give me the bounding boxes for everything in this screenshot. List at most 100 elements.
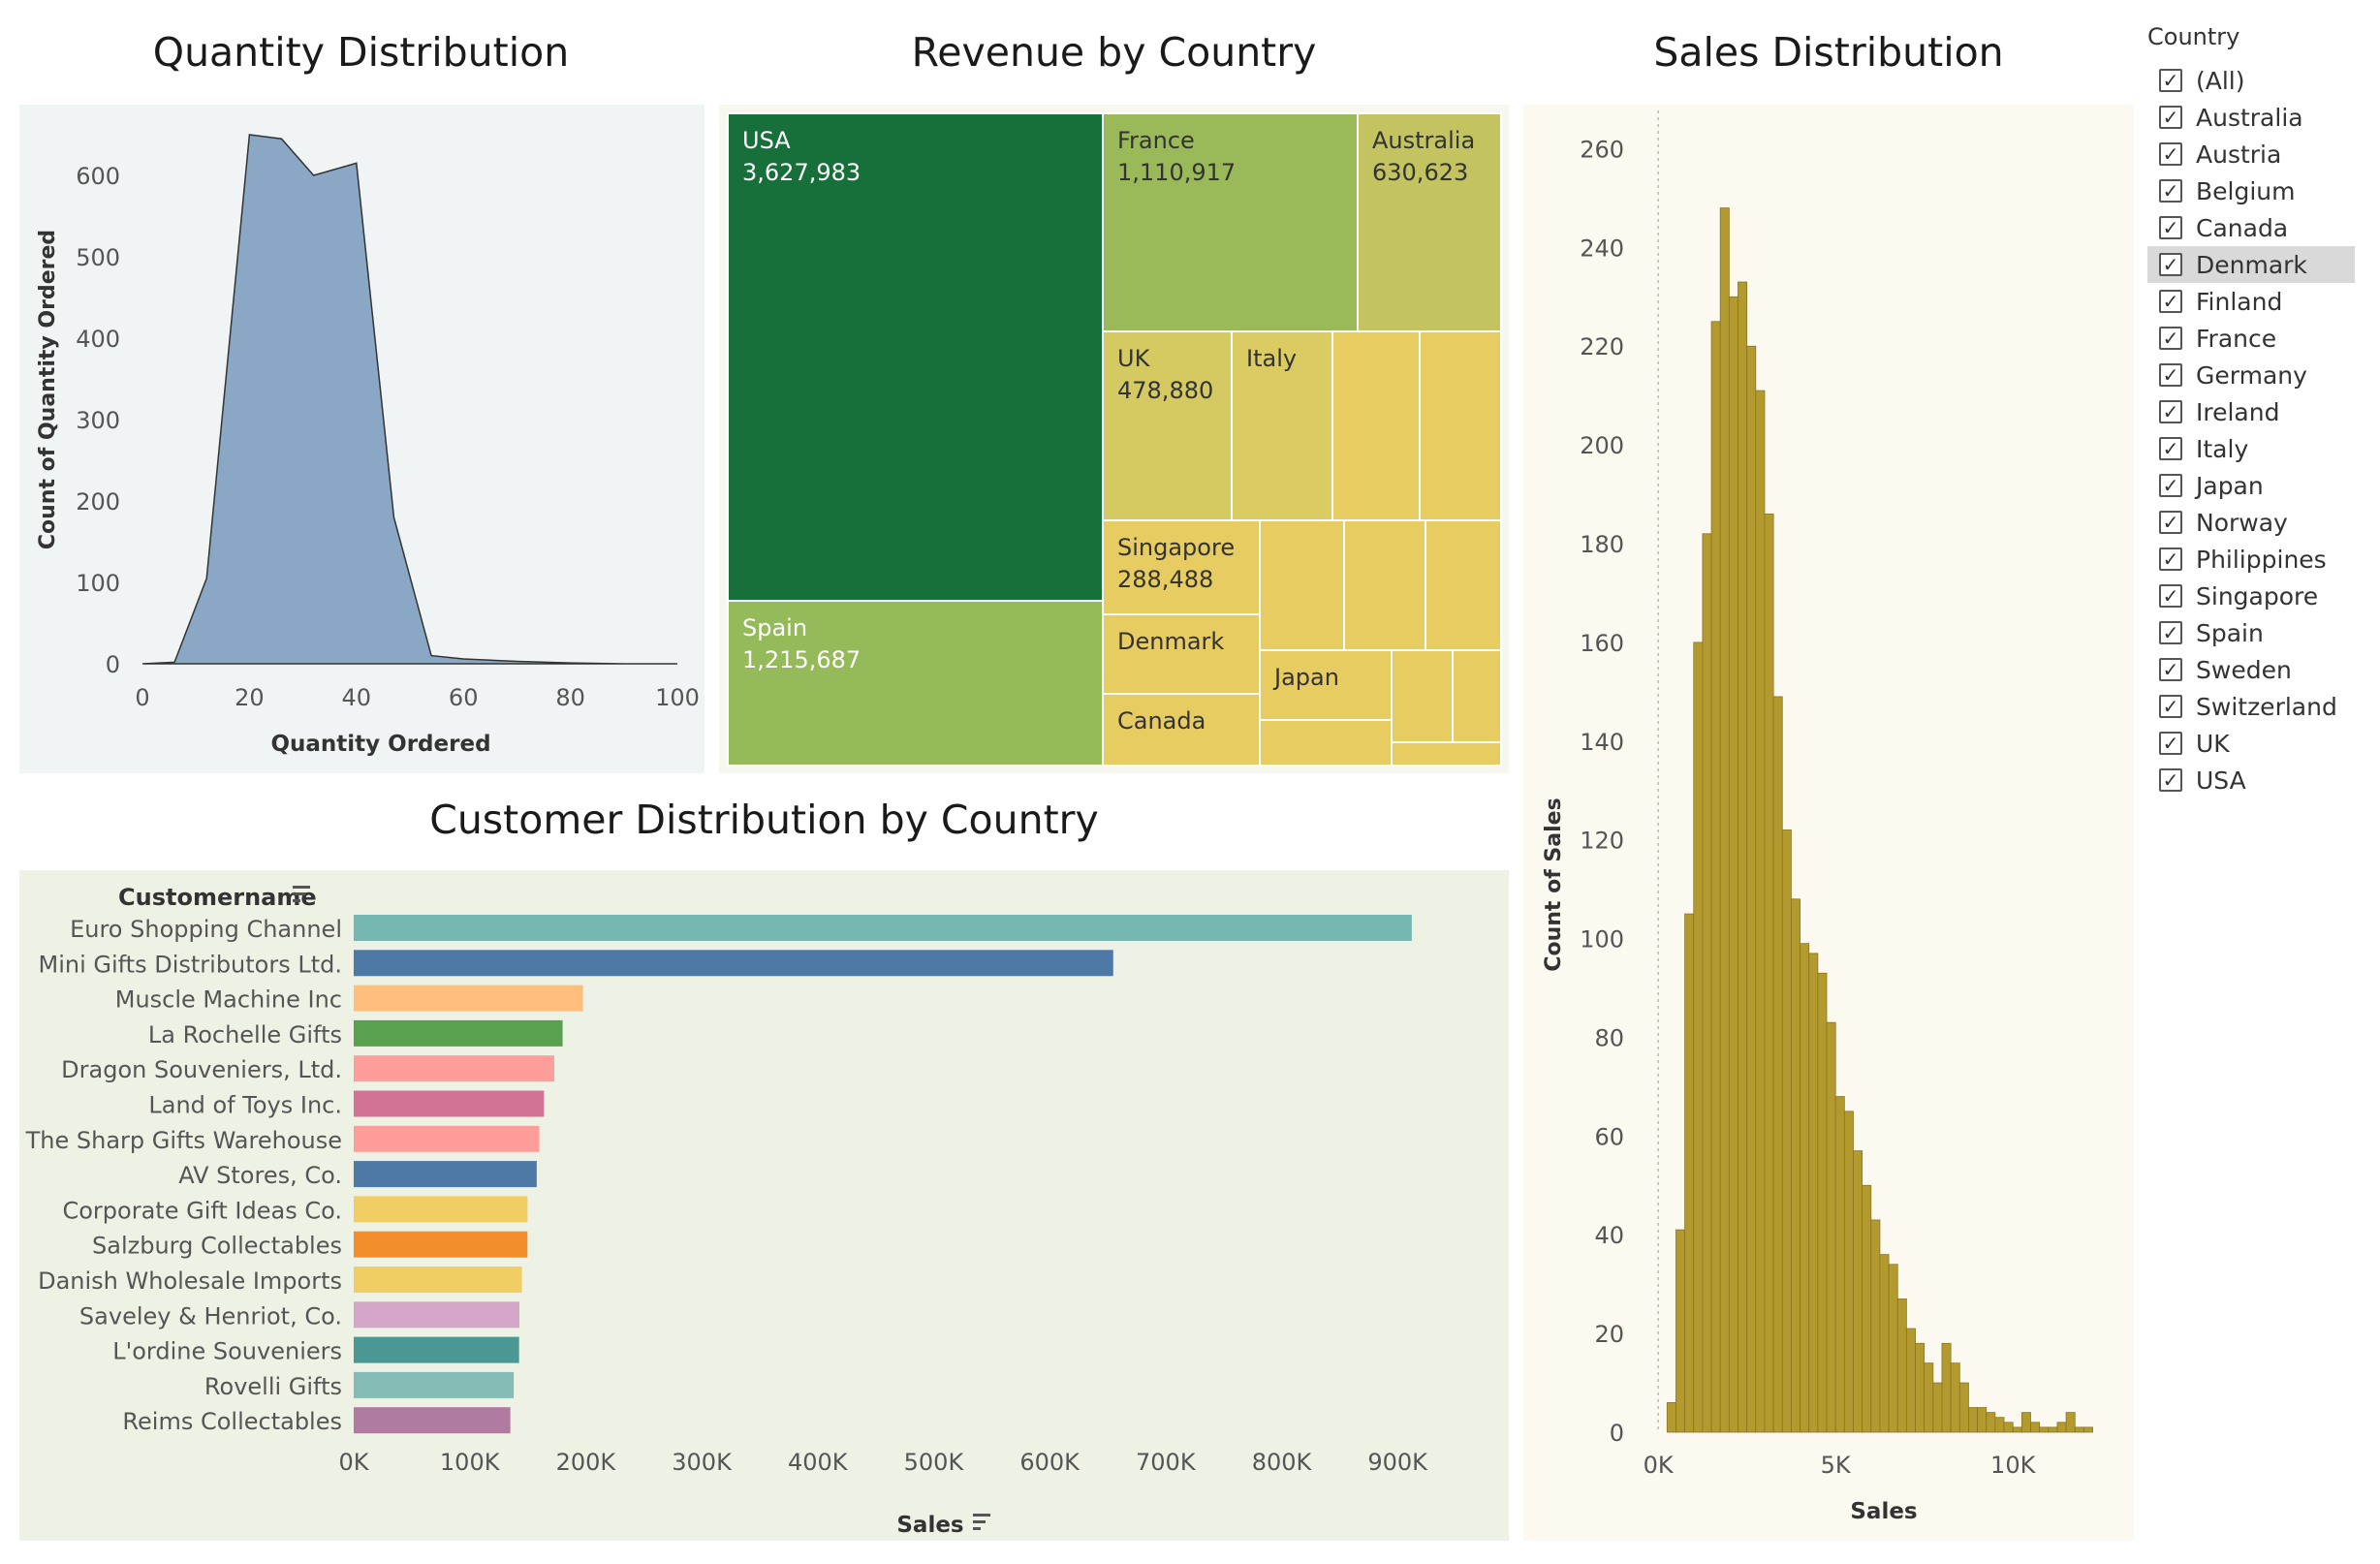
- checkbox-checked-icon[interactable]: ✓: [2159, 547, 2182, 571]
- country-filter-label: Italy: [2196, 434, 2249, 463]
- country-filter-item[interactable]: ✓ Norway: [2147, 504, 2355, 541]
- country-filter-item[interactable]: ✓ UK: [2147, 725, 2355, 762]
- treemap-value-uk: 478,880: [1117, 377, 1213, 404]
- histogram-bar: [2056, 1422, 2067, 1433]
- checkbox-checked-icon[interactable]: ✓: [2159, 732, 2182, 755]
- y-tick-label: 80: [1594, 1024, 1624, 1051]
- y-tick-label: 200: [1580, 432, 1624, 459]
- country-filter-label: Denmark: [2196, 250, 2307, 279]
- y-tick-label: 40: [1594, 1222, 1624, 1249]
- y-tick-label: 500: [76, 244, 120, 271]
- customer-label: Reims Collectables: [122, 1408, 342, 1435]
- country-filter-item[interactable]: ✓ Spain: [2147, 614, 2355, 651]
- histogram-bar: [1843, 1110, 1854, 1433]
- checkbox-checked-icon[interactable]: ✓: [2159, 142, 2182, 166]
- treemap-cell-canada: [1102, 693, 1261, 766]
- histogram-bar: [1772, 696, 1783, 1433]
- country-filter-item[interactable]: ✓ Ireland: [2147, 393, 2355, 430]
- treemap-value-australia: 630,623: [1372, 159, 1468, 186]
- sales-chart-title: Sales Distribution: [1653, 29, 2004, 76]
- treemap-label-uk: UK: [1117, 345, 1151, 372]
- x-tick-label: 200K: [556, 1449, 617, 1476]
- checkbox-checked-icon[interactable]: ✓: [2159, 768, 2182, 792]
- checkbox-checked-icon[interactable]: ✓: [2159, 695, 2182, 718]
- histogram-bar: [2082, 1426, 2093, 1433]
- country-filter-item[interactable]: ✓ (All): [2147, 62, 2355, 99]
- customer-bar: [354, 1161, 537, 1188]
- customer-chart-title: Customer Distribution by Country: [429, 797, 1099, 843]
- country-filter-item[interactable]: ✓ Switzerland: [2147, 688, 2355, 725]
- histogram-bar: [1879, 1254, 1890, 1433]
- country-filter-item[interactable]: ✓ Canada: [2147, 209, 2355, 246]
- country-filter-label: Norway: [2196, 508, 2288, 537]
- checkbox-checked-icon[interactable]: ✓: [2159, 437, 2182, 460]
- customer-bar: [354, 1267, 522, 1293]
- y-tick-label: 400: [76, 326, 120, 353]
- checkbox-checked-icon[interactable]: ✓: [2159, 584, 2182, 608]
- country-filter-item[interactable]: ✓ USA: [2147, 762, 2355, 798]
- country-filter-item[interactable]: ✓ Philippines: [2147, 541, 2355, 578]
- x-tick-label: 100K: [440, 1449, 501, 1476]
- y-tick-label: 100: [76, 570, 120, 597]
- country-filter-item[interactable]: ✓ Belgium: [2147, 172, 2355, 209]
- treemap-label-canada: Canada: [1117, 707, 1206, 735]
- treemap-value-singapore: 288,488: [1117, 566, 1213, 593]
- customer-bar: [354, 1090, 545, 1117]
- checkbox-checked-icon[interactable]: ✓: [2159, 69, 2182, 92]
- checkbox-checked-icon[interactable]: ✓: [2159, 400, 2182, 423]
- y-tick-label: 100: [1580, 926, 1624, 954]
- histogram-bar: [1710, 321, 1721, 1433]
- histogram-bar: [1719, 207, 1730, 1433]
- country-filter-label: Austria: [2196, 140, 2282, 169]
- quantity-chart-title: Quantity Distribution: [152, 29, 570, 76]
- country-filter-item[interactable]: ✓ Denmark: [2147, 246, 2355, 283]
- checkbox-checked-icon[interactable]: ✓: [2159, 511, 2182, 534]
- country-filter-label: Germany: [2196, 360, 2307, 390]
- checkbox-checked-icon[interactable]: ✓: [2159, 327, 2182, 350]
- checkbox-checked-icon[interactable]: ✓: [2159, 106, 2182, 129]
- x-tick-label: 300K: [672, 1449, 733, 1476]
- country-filter-item[interactable]: ✓ Italy: [2147, 430, 2355, 467]
- y-tick-label: 200: [76, 488, 120, 516]
- checkbox-checked-icon[interactable]: ✓: [2159, 290, 2182, 313]
- checkbox-checked-icon[interactable]: ✓: [2159, 658, 2182, 681]
- checkbox-checked-icon[interactable]: ✓: [2159, 363, 2182, 387]
- y-tick-label: 20: [1594, 1321, 1624, 1348]
- sort-icon: [973, 1527, 981, 1530]
- x-tick-label: 5K: [1821, 1452, 1852, 1479]
- histogram-bar: [2003, 1422, 2014, 1433]
- histogram-bar: [1684, 913, 1695, 1433]
- x-axis-label: Sales: [896, 1513, 963, 1538]
- country-filter-item[interactable]: ✓ Singapore: [2147, 578, 2355, 614]
- country-filter-item[interactable]: ✓ Finland: [2147, 283, 2355, 320]
- country-filter-item[interactable]: ✓ Austria: [2147, 136, 2355, 172]
- checkbox-checked-icon[interactable]: ✓: [2159, 179, 2182, 203]
- country-filter-label: USA: [2196, 766, 2246, 795]
- checkbox-checked-icon[interactable]: ✓: [2159, 474, 2182, 497]
- country-filter-item[interactable]: ✓ Australia: [2147, 99, 2355, 136]
- country-filter-item[interactable]: ✓ France: [2147, 320, 2355, 357]
- checkbox-checked-icon[interactable]: ✓: [2159, 253, 2182, 276]
- country-filter-item[interactable]: ✓ Sweden: [2147, 651, 2355, 688]
- y-tick-label: 0: [106, 651, 120, 678]
- x-tick-label: 0K: [338, 1449, 369, 1476]
- y-tick-label: 0: [1610, 1420, 1624, 1447]
- checkbox-checked-icon[interactable]: ✓: [2159, 621, 2182, 644]
- sort-icon: [973, 1520, 986, 1523]
- x-tick-label: 500K: [904, 1449, 965, 1476]
- checkbox-checked-icon[interactable]: ✓: [2159, 216, 2182, 239]
- sales-histogram: 0 20 40 60 80 100 120 140 160 180 200 220 240 260 0K 5K…: [1523, 105, 2134, 1541]
- histogram-bar: [2048, 1426, 2058, 1433]
- x-tick-label: 0: [135, 684, 149, 711]
- x-tick-label: 80: [555, 684, 585, 711]
- country-filter-label: Canada: [2196, 213, 2289, 242]
- histogram-bar: [1693, 641, 1704, 1433]
- histogram-bar: [2065, 1412, 2076, 1433]
- country-filter-item[interactable]: ✓ Japan: [2147, 467, 2355, 504]
- y-tick-label: 180: [1580, 531, 1624, 558]
- country-filter-item[interactable]: ✓ Germany: [2147, 357, 2355, 393]
- histogram-bar: [1826, 1021, 1836, 1433]
- x-tick-label: 800K: [1252, 1449, 1313, 1476]
- histogram-bar: [1764, 514, 1774, 1433]
- treemap-cell: [1331, 330, 1421, 521]
